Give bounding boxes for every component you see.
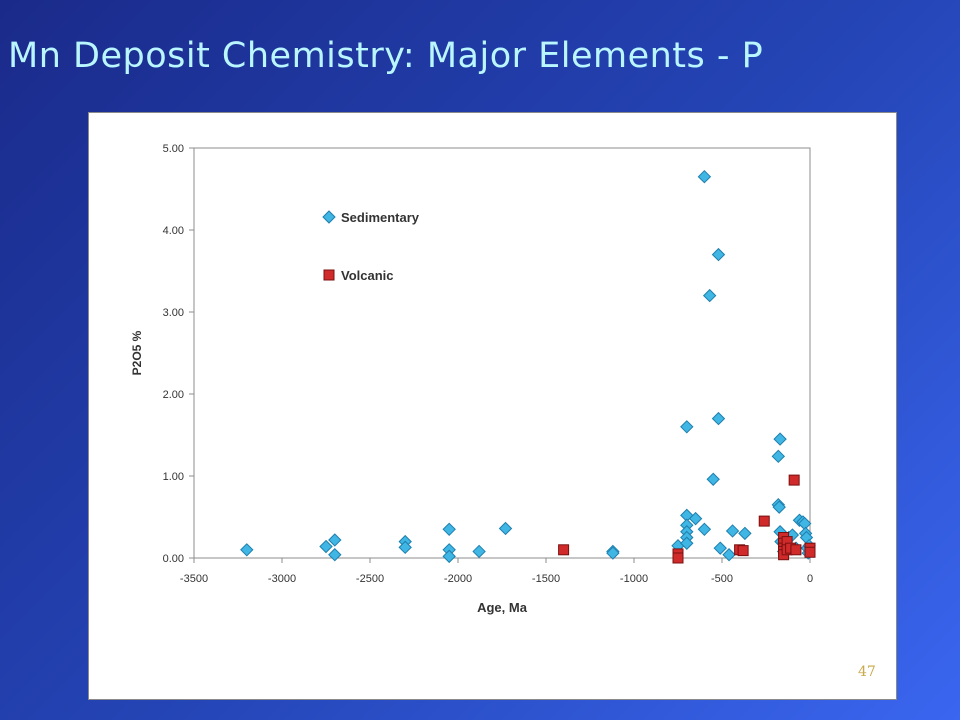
x-tick-label: 0 <box>807 573 813 585</box>
y-tick-label: 1.00 <box>163 471 184 483</box>
x-axis-title: Age, Ma <box>477 600 528 615</box>
sedimentary-point <box>240 543 254 557</box>
sedimentary-point <box>680 420 694 434</box>
sedimentary-point <box>398 540 412 555</box>
sedimentary-point <box>738 526 752 541</box>
y-tick-label: 5.00 <box>163 143 184 155</box>
slide-title: Mn Deposit Chemistry: Major Elements - P <box>8 36 764 76</box>
sedimentary-point <box>722 548 736 562</box>
sedimentary-point <box>772 500 786 514</box>
sedimentary-point <box>680 536 694 550</box>
y-axis-title: P2O5 % <box>130 330 144 375</box>
legend-volcanic-marker <box>323 269 335 281</box>
volcanic-point <box>737 545 749 557</box>
legend-label: Sedimentary <box>341 210 420 225</box>
x-tick-label: -1000 <box>620 573 648 585</box>
sedimentary-point <box>702 288 717 303</box>
volcanic-point <box>558 544 570 556</box>
page-number: 47 <box>858 664 876 680</box>
sedimentary-point <box>606 546 620 560</box>
sedimentary-point <box>773 432 787 446</box>
legend: Sedimentary Volcanic <box>322 210 420 283</box>
volcanic-point <box>788 474 800 486</box>
sedimentary-point <box>319 539 333 554</box>
sedimentary-point <box>706 472 720 486</box>
plot-area <box>193 147 811 559</box>
scatter-chart: -3500 -3000 -2500 -2000 -1500 -1000 -500 0 0.00… <box>130 143 816 615</box>
sedimentary-point <box>725 524 740 538</box>
x-tick-label: -2500 <box>356 573 384 585</box>
volcanic-point <box>758 515 770 527</box>
x-axis: -3500 -3000 -2500 -2000 -1500 -1000 -500 0 <box>180 558 813 585</box>
sedimentary-point <box>328 533 342 547</box>
sedimentary-point <box>711 411 726 426</box>
volcanic-point <box>790 544 802 556</box>
data-points <box>240 169 816 564</box>
volcanic-point <box>672 552 684 564</box>
sedimentary-point <box>697 169 712 184</box>
x-tick-label: -3000 <box>268 573 296 585</box>
sedimentary-point <box>442 549 456 564</box>
x-tick-label: -500 <box>711 573 733 585</box>
sedimentary-point <box>713 541 727 555</box>
legend-sedimentary-marker <box>322 210 336 224</box>
y-tick-label: 0.00 <box>163 553 184 565</box>
chart-panel: -3500 -3000 -2500 -2000 -1500 -1000 -500 0 0.00… <box>88 112 897 700</box>
sedimentary-point <box>442 522 456 537</box>
sedimentary-point <box>472 544 486 559</box>
legend-label: Volcanic <box>341 268 394 283</box>
y-axis: 0.00 1.00 2.00 3.00 4.00 5.00 <box>163 143 194 565</box>
sedimentary-point <box>498 521 513 536</box>
sedimentary-point <box>688 511 703 526</box>
x-tick-label: -3500 <box>180 573 208 585</box>
y-tick-label: 3.00 <box>163 307 184 319</box>
y-tick-label: 2.00 <box>163 389 184 401</box>
y-tick-label: 4.00 <box>163 225 184 237</box>
x-tick-label: -1500 <box>532 573 560 585</box>
x-tick-label: -2000 <box>444 573 472 585</box>
sedimentary-point <box>711 247 726 262</box>
volcanic-point <box>804 546 816 558</box>
sedimentary-point <box>328 548 342 562</box>
sedimentary-point <box>697 522 712 537</box>
sedimentary-point <box>771 449 786 464</box>
